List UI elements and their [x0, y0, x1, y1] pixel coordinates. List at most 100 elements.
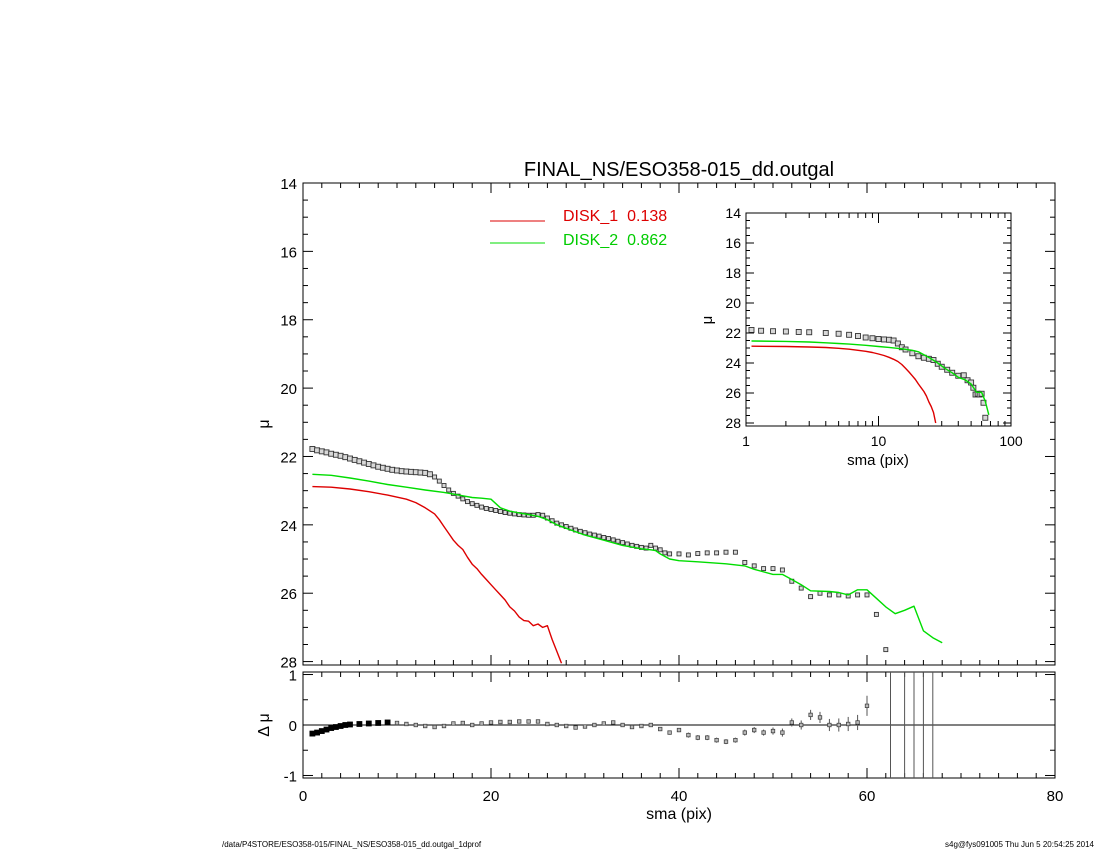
footer-file-path: /data/P4STORE/ESO358-015/FINAL_NS/ESO358… — [222, 840, 482, 849]
main-data-point — [446, 487, 452, 493]
main-data-point — [488, 507, 494, 512]
main-data-point — [751, 563, 757, 569]
main-data-point — [643, 545, 649, 551]
residual-point — [808, 712, 813, 718]
residual-point — [827, 722, 832, 728]
main-data-point — [417, 469, 424, 476]
main-y-tick-label: 22 — [280, 449, 297, 466]
main-data-point — [309, 446, 316, 452]
inset-axis-ticks — [745, 212, 1011, 426]
inset-y-tick-label: 22 — [725, 325, 741, 341]
inset-data-point — [855, 333, 861, 339]
residual-point — [629, 724, 635, 730]
main-data-point — [540, 512, 546, 518]
inset-y-tick-labels: 14 16 18 20 22 24 26 28 — [725, 205, 741, 431]
main-data-point — [379, 464, 386, 471]
residual-point — [780, 730, 785, 735]
residual-panel: -101 0 20 40 60 80 sma (pix) Δ μ — [256, 668, 1063, 823]
inset-data-point — [758, 327, 765, 334]
residual-point — [864, 703, 870, 708]
inset-data-point — [795, 329, 802, 335]
residual-point — [375, 720, 382, 726]
main-data-point — [455, 493, 461, 499]
main-y-tick-labels: 14 16 18 20 22 24 26 28 — [280, 176, 297, 672]
inset-data-point — [822, 330, 829, 336]
residual-point — [479, 721, 484, 726]
main-data-point — [676, 551, 682, 557]
legend-name-disk-1: DISK_1 — [563, 208, 618, 225]
main-data-point — [403, 468, 410, 475]
main-data-point — [873, 611, 879, 617]
main-y-tick-label: 16 — [280, 244, 297, 261]
residual-point — [695, 735, 700, 740]
inset-data-point — [770, 328, 776, 335]
main-data-point — [347, 455, 353, 462]
main-data-point — [667, 551, 673, 557]
inset-data-point — [909, 350, 916, 357]
inset-y-tick-label: 28 — [725, 415, 741, 431]
main-data-point — [356, 458, 363, 465]
main-data-point — [704, 550, 710, 556]
legend: DISK_1 0.138 DISK_2 0.862 — [490, 208, 667, 249]
inset-y-tick-label: 16 — [725, 235, 741, 251]
main-data-point — [436, 478, 442, 484]
residual-point — [601, 721, 606, 726]
inset-y-tick-label: 26 — [725, 385, 741, 401]
main-data-point — [493, 508, 499, 513]
residual-point — [365, 720, 372, 727]
residual-point — [394, 720, 400, 726]
residual-point — [337, 723, 344, 729]
inset-x-tick-label: 100 — [999, 433, 1023, 449]
residual-point — [817, 715, 823, 720]
residual-point — [582, 724, 588, 729]
residual-point — [723, 739, 729, 744]
residual-point — [733, 737, 738, 743]
residual-point — [451, 721, 456, 726]
legend-value-disk-2: 0.862 — [627, 232, 667, 249]
legend-label-disk-1: DISK_1 0.138 — [563, 208, 667, 225]
main-disk-2-line — [312, 473, 943, 644]
main-y-tick-label: 24 — [280, 518, 297, 535]
main-data-point — [606, 536, 611, 541]
residual-point — [620, 722, 625, 728]
main-data-point — [394, 467, 400, 474]
main-disk-1-line — [312, 485, 563, 664]
inset-data-point — [894, 340, 901, 347]
inset-data-point — [782, 328, 789, 335]
main-panel: FINAL_NS/ESO358-015_dd.outgal 14 16 18 20 22… — [256, 159, 1056, 672]
main-data-point — [742, 559, 748, 565]
residual-x-tick-label: 80 — [1047, 788, 1064, 805]
main-data-point — [770, 566, 776, 572]
main-series — [309, 446, 943, 664]
main-data-point — [732, 549, 738, 555]
inset-y-tick-label: 18 — [725, 265, 741, 281]
main-y-tick-label: 28 — [280, 655, 297, 672]
inset-x-tick-label: 1 — [742, 433, 750, 449]
inset-series — [748, 327, 990, 424]
main-data-point — [426, 471, 433, 478]
main-y-tick-label: 14 — [280, 176, 297, 193]
residual-x-tick-label: 60 — [859, 788, 876, 805]
inset-y-tick-label: 24 — [725, 355, 741, 371]
inset-data-point — [915, 353, 922, 360]
inset-data-point — [881, 336, 887, 343]
main-data-point — [332, 451, 339, 458]
main-data-point — [657, 547, 663, 553]
main-data-point — [826, 592, 832, 598]
main-y-tick-label: 20 — [280, 381, 297, 398]
inset-data-point — [875, 336, 882, 342]
residual-point — [488, 720, 494, 725]
main-data-point — [808, 594, 814, 600]
main-data-point — [521, 512, 527, 518]
residual-point — [592, 722, 597, 728]
main-data-point — [864, 592, 870, 598]
inset-data-point — [869, 335, 876, 342]
residual-point — [460, 720, 465, 726]
main-data-point — [591, 532, 597, 538]
main-data-point — [601, 535, 607, 540]
inset-data-point — [846, 331, 853, 338]
main-data-point — [412, 469, 419, 476]
residual-point — [432, 724, 437, 730]
residual-x-tick-label: 0 — [299, 788, 307, 805]
main-data-point — [432, 474, 438, 480]
